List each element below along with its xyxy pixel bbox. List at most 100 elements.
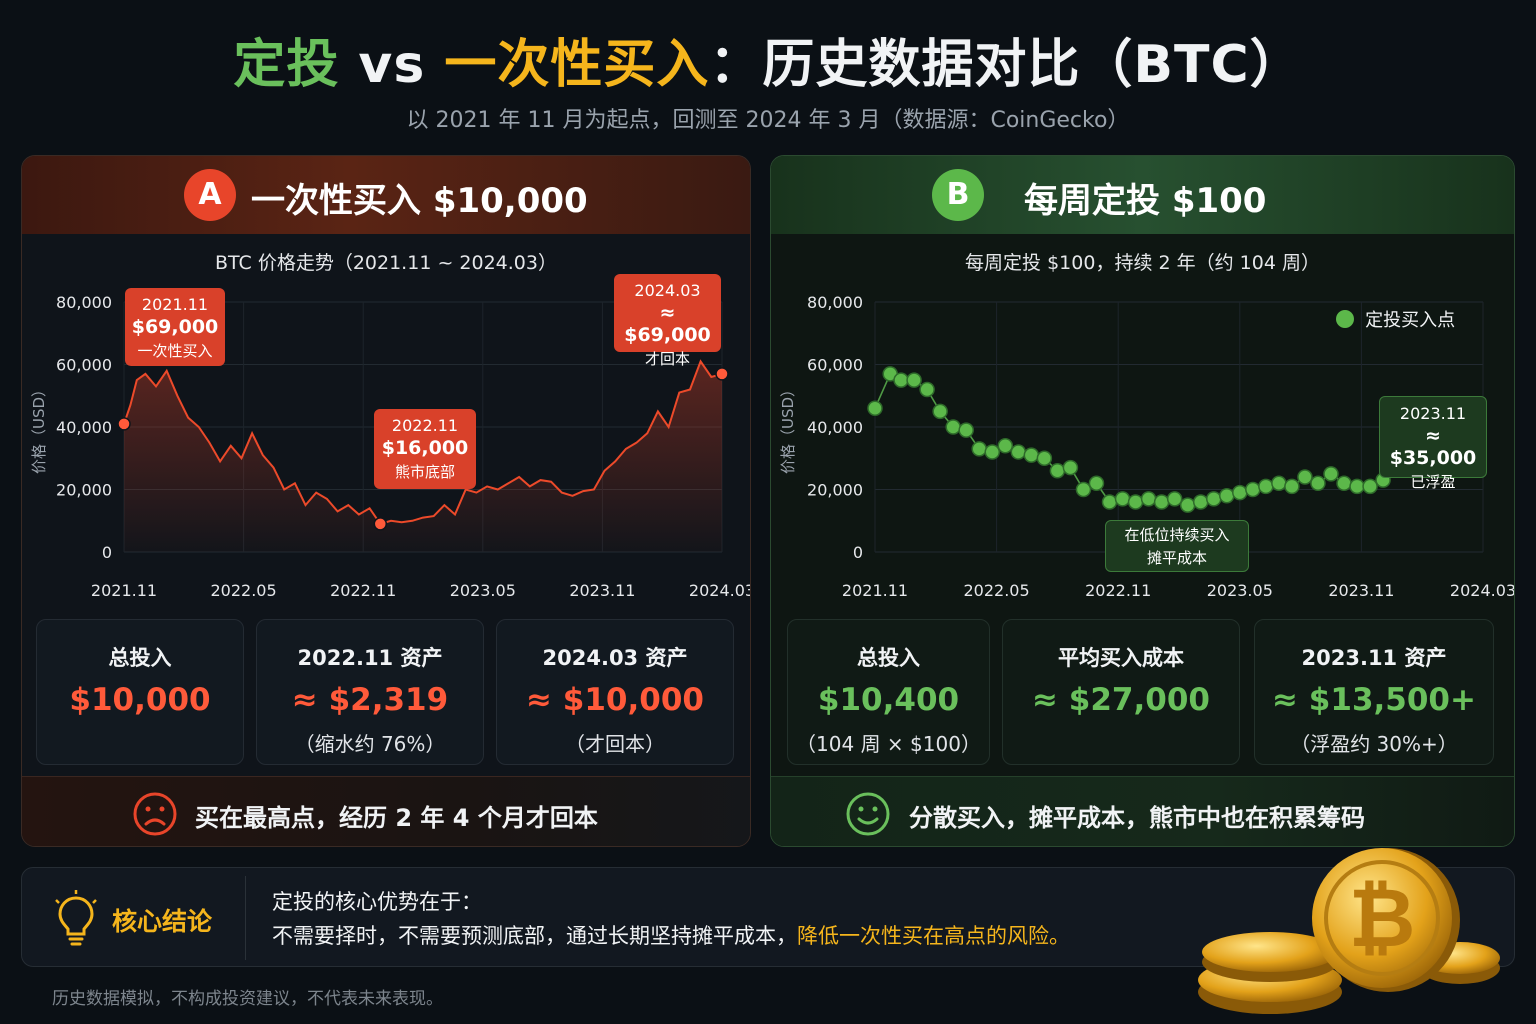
- x-tick-label: 2024.03: [1450, 581, 1515, 600]
- dca-buy-point: [1192, 494, 1209, 510]
- title-vs: vs: [339, 35, 445, 95]
- stat-b-total-value: $10,400: [817, 682, 960, 718]
- dca-buy-point: [1219, 488, 1235, 504]
- page-title: 定投 vs 一次性买入：历史数据对比（BTC）: [0, 22, 1536, 97]
- dca-buy-point: [932, 403, 948, 420]
- title-rest: ：历史数据对比（BTC）: [709, 35, 1303, 95]
- stat-b-total-note: （104 周 × $100）: [796, 732, 981, 756]
- y-tick-label: 80,000: [807, 293, 863, 312]
- annotation-a-bottom-date: 2022.11: [391, 416, 459, 435]
- y-tick-label: 20,000: [56, 481, 112, 500]
- stat-a-end-label: 2024.03 资产: [542, 646, 688, 670]
- chart-a-key-point: [715, 367, 729, 381]
- dca-buy-point: [867, 400, 883, 416]
- title-dca: 定投: [233, 35, 340, 95]
- dca-buy-point: [1271, 475, 1287, 491]
- x-tick-label: 2023.11: [1328, 581, 1394, 600]
- annotation-a-bottom: 2022.11 $16,000 熊市底部: [374, 409, 476, 489]
- dca-buy-point: [893, 372, 909, 388]
- stat-a-total-value: $10,000: [69, 682, 211, 718]
- x-tick-label: 2022.05: [211, 581, 277, 600]
- stat-a-bottom-label: 2022.11 资产: [297, 646, 443, 670]
- stat-a-end: 2024.03 资产 ≈ $10,000 （才回本）: [496, 619, 734, 765]
- panel-a-footer: 买在最高点，经历 2 年 4 个月才回本: [22, 776, 750, 846]
- dca-buy-point: [1245, 481, 1261, 498]
- dca-buy-point: [1010, 444, 1027, 460]
- x-tick-label: 2024.03: [689, 581, 751, 600]
- dca-buy-point: [1127, 494, 1144, 510]
- annotation-a-end-date: 2024.03: [634, 281, 701, 300]
- chart-a-key-point: [117, 417, 131, 431]
- chart-a-price-line: [123, 359, 723, 526]
- x-tick-label: 2023.05: [450, 581, 516, 600]
- dca-buy-point: [1179, 497, 1196, 513]
- smile-face-icon: [846, 792, 890, 836]
- conclusion-label: 核心结论: [112, 907, 213, 936]
- dca-buy-point: [1062, 459, 1079, 476]
- chart-a-key-point: [373, 517, 388, 531]
- dca-buy-point: [1088, 475, 1105, 491]
- stat-a-total: 总投入 $10,000: [36, 619, 244, 765]
- dca-buy-point: [919, 381, 935, 398]
- panel-dca: B 每周定投 $100 每周定投 $100，持续 2 年（约 104 周） 0 2…: [770, 155, 1515, 847]
- chart-a-area: [124, 361, 722, 552]
- dca-buy-point: [1362, 478, 1378, 495]
- stat-b-avg-cost: 平均买入成本 ≈ $27,000: [1002, 619, 1240, 765]
- chart-b-legend: 定投买入点: [1336, 306, 1455, 332]
- dca-buy-point: [1336, 475, 1352, 491]
- stat-a-end-note: （才回本）: [565, 732, 665, 756]
- dca-buy-point: [1349, 478, 1365, 495]
- stat-b-end-note: （浮盈约 30%+）: [1290, 732, 1458, 756]
- panel-lump-sum: A 一次性买入 $10,000 BTC 价格走势（2021.11 ~ 2024.…: [21, 155, 751, 847]
- x-tick-label: 2023.05: [1207, 581, 1273, 600]
- panel-b-header: B 每周定投 $100: [771, 156, 1514, 234]
- dca-buy-point: [1166, 491, 1183, 507]
- title-lump: 一次性买入: [444, 35, 710, 95]
- dca-buy-point: [1114, 491, 1131, 507]
- y-tick-label: 0: [853, 543, 863, 562]
- dca-buy-point: [1140, 491, 1157, 507]
- dca-buy-point: [1258, 478, 1274, 495]
- stat-a-bottom-value: ≈ $2,319: [291, 682, 449, 718]
- annotation-a-end-text: 才回本: [644, 350, 690, 368]
- annotation-a-bottom-price: $16,000: [381, 437, 469, 459]
- annotation-a-end: 2024.03 ≈ $69,000 才回本: [614, 274, 721, 368]
- annotation-b-end-price: ≈ $35,000: [1389, 425, 1477, 469]
- x-tick-label: 2022.05: [964, 581, 1030, 600]
- annotation-a-peak-date: 2021.11: [141, 295, 209, 314]
- annotation-a-peak-price: $69,000: [131, 316, 219, 338]
- annotation-a-peak-text: 一次性买入: [137, 342, 213, 360]
- sad-face-icon: [133, 792, 177, 836]
- dca-buy-point: [997, 438, 1014, 454]
- dca-buy-point: [1297, 469, 1313, 485]
- dca-buy-point: [945, 419, 961, 435]
- chart-a: 0 20,000 40,000 60,000 80,000 2021.11 2022.05 2…: [30, 293, 751, 600]
- chart-a-title: BTC 价格走势（2021.11 ~ 2024.03）: [215, 252, 557, 274]
- chart-b: 0 20,000 40,000 60,000 80,000 2021.11 2022.05 2…: [779, 293, 1515, 600]
- dca-buy-point: [1232, 484, 1248, 501]
- annotation-b-low: 在低位持续买入 摊平成本: [1105, 520, 1249, 572]
- chart-b-title: 每周定投 $100，持续 2 年（约 104 周）: [965, 252, 1320, 274]
- x-tick-label: 2022.11: [1085, 581, 1151, 600]
- bitcoin-coins-icon: ₿: [1198, 848, 1500, 1014]
- stat-a-total-label: 总投入: [108, 646, 172, 670]
- dca-buy-point: [1023, 447, 1040, 463]
- page-subtitle: 以 2021 年 11 月为起点，回测至 2024 年 3 月（数据源：Coin…: [406, 108, 1130, 133]
- x-tick-label: 2023.11: [569, 581, 635, 600]
- legend-label: 定投买入点: [1365, 310, 1456, 331]
- stat-b-avg-cost-value: ≈ $27,000: [1032, 682, 1210, 718]
- stat-b-end: 2023.11 资产 ≈ $13,500+ （浮盈约 30%+）: [1254, 619, 1494, 765]
- annotation-b-end-date: 2023.11: [1399, 404, 1467, 423]
- conclusion-line2-plain: 不需要择时，不需要预测底部，通过长期坚持摊平成本，: [272, 924, 797, 948]
- dca-buy-point: [984, 444, 1001, 460]
- stat-a-bottom-note: （缩水约 76%）: [294, 732, 446, 756]
- panel-a-header: A 一次性买入 $10,000: [22, 156, 750, 234]
- y-tick-label: 60,000: [56, 356, 112, 375]
- annotation-a-bottom-text: 熊市底部: [394, 463, 455, 481]
- dca-buy-point: [971, 441, 987, 457]
- dca-buy-point: [1075, 481, 1092, 498]
- stat-b-avg-cost-label: 平均买入成本: [1058, 646, 1184, 670]
- panel-b-footer-text: 分散买入，摊平成本，熊市中也在积累筹码: [909, 804, 1365, 832]
- y-tick-label: 80,000: [56, 293, 112, 312]
- y-tick-label: 40,000: [56, 418, 112, 437]
